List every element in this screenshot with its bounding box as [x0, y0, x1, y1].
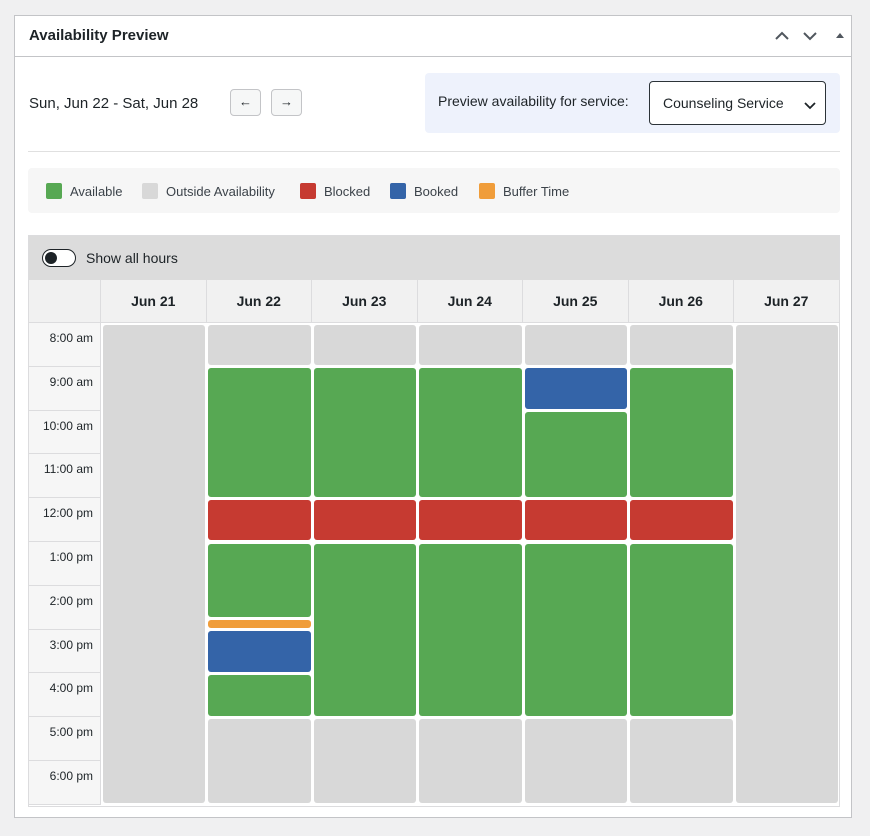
toggle-knob: [45, 252, 57, 264]
availability-preview-panel: Availability Preview Sun, Jun 22 - Sat, …: [14, 15, 852, 818]
slot-outside: [735, 324, 838, 804]
legend-swatch: [300, 183, 316, 199]
time-label: 8:00 am: [29, 323, 101, 367]
legend-label: Blocked: [324, 184, 371, 199]
day-header: Jun 27: [734, 280, 839, 323]
show-all-hours-toggle[interactable]: [42, 249, 76, 267]
legend-swatch: [46, 183, 62, 199]
legend-label: Outside Availability: [166, 184, 275, 199]
slot-blocked[interactable]: [208, 499, 311, 541]
slot-blocked[interactable]: [313, 499, 416, 541]
time-label: 4:00 pm: [29, 673, 101, 718]
slot-buffer[interactable]: [208, 620, 311, 629]
slot-outside: [208, 324, 311, 366]
chevron-down-icon[interactable]: [800, 26, 820, 46]
time-label: 11:00 am: [29, 454, 101, 499]
grid-corner: [29, 280, 101, 323]
legend-swatch: [479, 183, 495, 199]
service-select-value: Counseling Service: [663, 95, 784, 111]
slot-available[interactable]: [630, 368, 733, 497]
slot-available[interactable]: [208, 368, 311, 497]
legend-label: Booked: [414, 184, 459, 199]
slot-available[interactable]: [524, 543, 627, 716]
time-label: 10:00 am: [29, 410, 101, 455]
day-header: Jun 25: [523, 280, 629, 323]
legend-label: Buffer Time: [503, 184, 570, 199]
slot-outside: [419, 718, 522, 804]
slot-available[interactable]: [419, 543, 522, 716]
legend: Available Outside Availability Blocked Book…: [28, 168, 840, 213]
slot-available[interactable]: [313, 368, 416, 497]
calendar-toolbar: Show all hours: [29, 236, 839, 280]
slot-available[interactable]: [313, 543, 416, 716]
prev-week-button[interactable]: ←: [230, 89, 261, 116]
slot-outside: [102, 324, 205, 804]
time-label: 3:00 pm: [29, 629, 101, 674]
service-select[interactable]: Counseling Service: [649, 81, 826, 125]
slot-outside: [208, 718, 311, 804]
slot-outside: [630, 324, 733, 366]
day-header: Jun 21: [101, 280, 207, 323]
slot-available[interactable]: [524, 412, 627, 497]
next-week-button[interactable]: →: [271, 89, 302, 116]
calendar: Show all hours Jun 21 Jun 22 Jun 23 Jun 24 J…: [28, 235, 840, 807]
date-range: Sun, Jun 22 - Sat, Jun 28: [29, 95, 199, 112]
day-header: Jun 23: [312, 280, 418, 323]
divider: [28, 151, 840, 152]
time-label: 2:00 pm: [29, 585, 101, 630]
slot-available[interactable]: [208, 543, 311, 618]
slot-outside: [524, 718, 627, 804]
slot-booked[interactable]: [524, 368, 627, 410]
service-label: Preview availability for service:: [438, 93, 629, 109]
legend-label: Available: [70, 184, 123, 199]
legend-swatch: [390, 183, 406, 199]
time-label: 1:00 pm: [29, 542, 101, 586]
slot-blocked[interactable]: [524, 499, 627, 541]
chevron-down-icon: [803, 98, 817, 116]
slot-available[interactable]: [419, 368, 522, 497]
slot-blocked[interactable]: [419, 499, 522, 541]
slot-available[interactable]: [208, 674, 311, 716]
slot-outside: [313, 324, 416, 366]
slot-outside: [313, 718, 416, 804]
slot-outside: [630, 718, 733, 804]
time-label: 5:00 pm: [29, 717, 101, 761]
panel-header: Availability Preview: [15, 16, 851, 57]
calendar-grid: Jun 21 Jun 22 Jun 23 Jun 24 Jun 25 Jun 26 Jun …: [29, 280, 839, 806]
legend-swatch: [142, 183, 158, 199]
time-label: 9:00 am: [29, 366, 101, 411]
slot-outside: [419, 324, 522, 366]
chevron-up-icon[interactable]: [772, 26, 792, 46]
time-label: 12:00 pm: [29, 498, 101, 542]
triangle-up-icon[interactable]: [830, 26, 850, 46]
slot-available[interactable]: [630, 543, 733, 716]
day-header: Jun 24: [417, 280, 523, 323]
slot-blocked[interactable]: [630, 499, 733, 541]
slot-outside: [524, 324, 627, 366]
time-label: 6:00 pm: [29, 761, 101, 805]
panel-title: Availability Preview: [29, 27, 169, 44]
service-selector-box: Preview availability for service: Counse…: [425, 73, 840, 133]
slot-booked[interactable]: [208, 631, 311, 672]
day-header: Jun 22: [206, 280, 312, 323]
show-all-hours-label: Show all hours: [86, 250, 178, 266]
day-header: Jun 26: [628, 280, 734, 323]
